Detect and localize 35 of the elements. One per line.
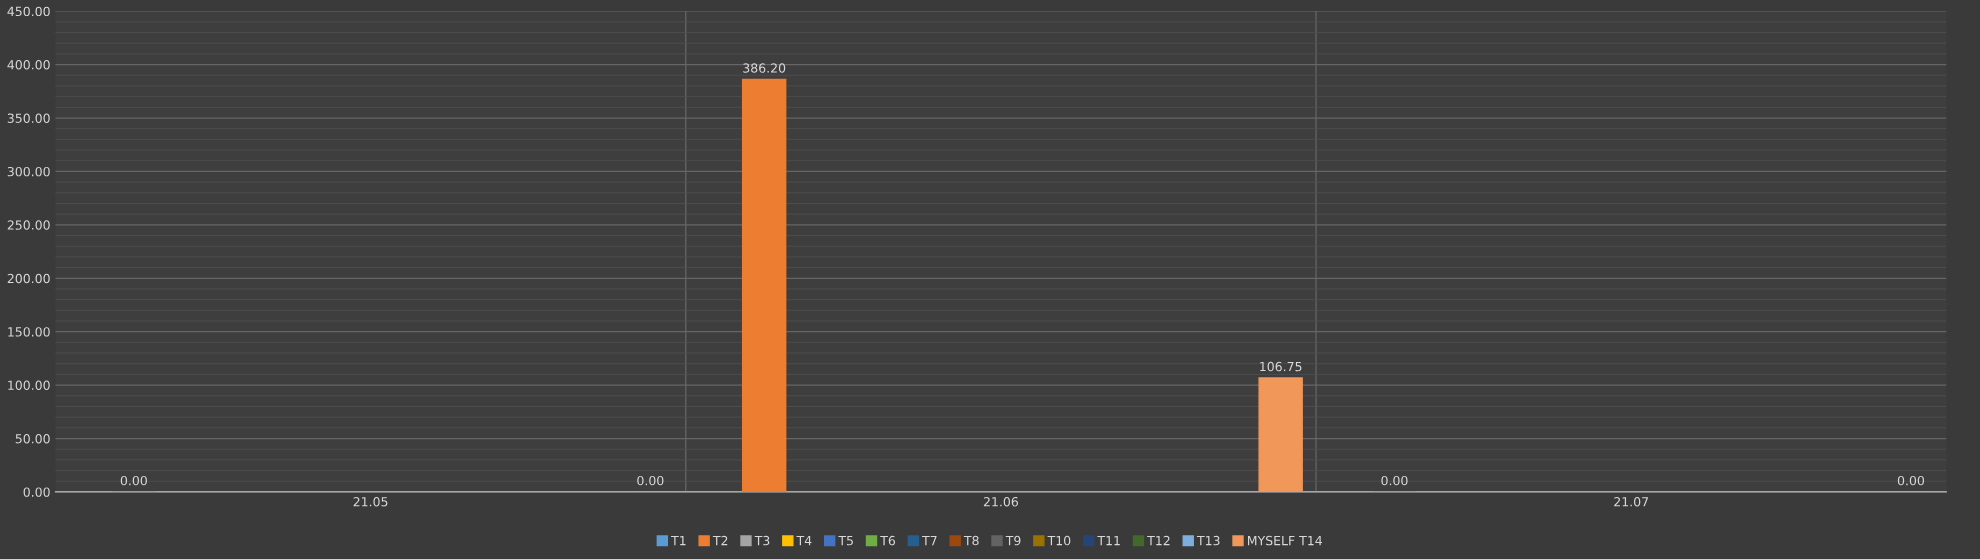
x-tick-label: 21.07 bbox=[1614, 497, 1649, 507]
data-label: 0.00 bbox=[1897, 475, 1925, 486]
legend-label: T6 bbox=[880, 535, 896, 546]
y-tick-label: 250.00 bbox=[7, 220, 50, 230]
bar bbox=[741, 78, 787, 492]
y-tick-label: 200.00 bbox=[7, 273, 50, 284]
legend-label: T13 bbox=[1196, 535, 1220, 546]
y-tick-label: 100.00 bbox=[8, 380, 50, 391]
legend-label: T7 bbox=[922, 536, 937, 546]
x-tick-label: 21.06 bbox=[983, 497, 1018, 507]
y-tick-label: 150.00 bbox=[8, 327, 50, 337]
x-tick-label: 21.05 bbox=[353, 497, 388, 507]
legend-label: T5 bbox=[838, 536, 853, 546]
data-label: 0.00 bbox=[1381, 475, 1408, 486]
y-tick-label: 400.00 bbox=[7, 60, 50, 70]
legend-label: T3 bbox=[754, 535, 770, 546]
data-label: 0.00 bbox=[120, 475, 147, 486]
legend-label: T4 bbox=[796, 536, 812, 546]
legend-label: T9 bbox=[1005, 535, 1021, 546]
data-label: 106.75 bbox=[1260, 361, 1302, 372]
legend-label: T1 bbox=[671, 536, 686, 546]
legend-label: T11 bbox=[1097, 536, 1120, 546]
y-tick-label: 300.00 bbox=[7, 166, 50, 177]
legend-label: T2 bbox=[712, 535, 728, 546]
data-label: 386.20 bbox=[743, 63, 786, 73]
legend-label: T8 bbox=[963, 535, 979, 546]
bar bbox=[1258, 377, 1303, 492]
y-tick-label: 50.00 bbox=[15, 433, 50, 444]
legend-label: MYSELF T14 bbox=[1247, 535, 1322, 546]
legend-label: T12 bbox=[1147, 535, 1170, 546]
data-label: 0.00 bbox=[637, 475, 664, 486]
legend-label: T10 bbox=[1047, 535, 1071, 546]
y-tick-label: 0.00 bbox=[23, 487, 50, 497]
y-tick-label: 350.00 bbox=[7, 113, 50, 123]
y-tick-label: 450.00 bbox=[7, 6, 50, 17]
